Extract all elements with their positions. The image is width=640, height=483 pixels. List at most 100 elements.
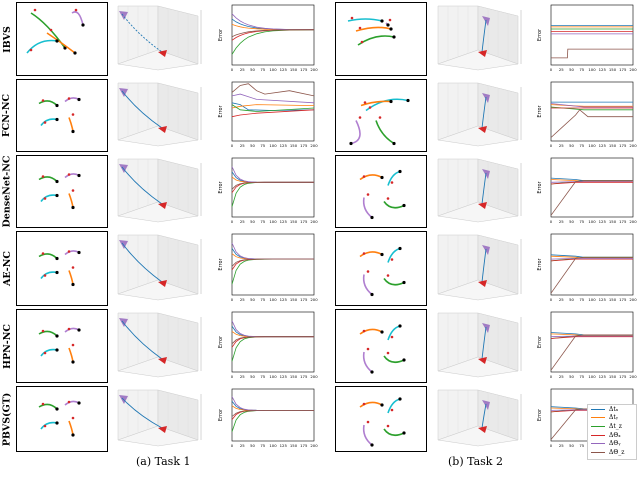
x-tick-label: 125: [280, 374, 288, 379]
x-tick-label: 175: [300, 219, 308, 224]
plot-frame: [231, 388, 315, 442]
trajectory-end-point: [71, 205, 75, 210]
x-tick-label: 50: [250, 443, 255, 448]
x-tick-label: 50: [569, 67, 574, 72]
trajectory-path: [387, 398, 401, 414]
trajectory-path: [359, 174, 383, 181]
x-tick-label: 25: [559, 297, 564, 302]
x-tick-label: 50: [569, 374, 574, 379]
trajectory-end-point: [55, 256, 59, 261]
x-tick-label: 100: [269, 219, 277, 224]
trajectory-plot: [359, 169, 406, 220]
goal-camera-icon: [158, 357, 167, 364]
goal-camera-icon: [478, 426, 487, 433]
plot-frame: [231, 311, 315, 373]
x-tick-label: 175: [300, 67, 308, 72]
trajectory-path: [383, 201, 405, 209]
x-tick-label: 100: [269, 443, 277, 448]
legend-item-rx: ΔΘₓ: [591, 431, 636, 440]
x-tick-label: 75: [579, 297, 584, 302]
x-tick-label: 75: [579, 443, 584, 448]
trajectory-end-point: [71, 360, 75, 364]
trajectory-path: [40, 421, 58, 430]
trajectory-end-point: [398, 246, 402, 251]
image-trajectory-panel: [335, 79, 427, 152]
trajectory-path: [26, 39, 58, 54]
trajectory-path: [38, 100, 58, 107]
trajectory-path: [64, 97, 80, 103]
x-tick-label: 50: [250, 219, 255, 224]
target-point: [41, 99, 45, 102]
trajectory-end-point: [77, 328, 81, 332]
x-tick-label: 50: [250, 297, 255, 302]
row-label-2: DenseNet-NC: [0, 155, 14, 228]
x-tick-label: 150: [609, 67, 617, 72]
x-tick-label: 125: [280, 443, 288, 448]
target-point: [386, 274, 390, 277]
target-point: [71, 189, 75, 192]
camera-path: [121, 397, 163, 429]
goal-camera-icon: [158, 50, 167, 57]
target-point: [74, 8, 78, 12]
x-tick-label: 200: [629, 374, 637, 379]
x-tick-label: 0: [550, 67, 553, 72]
trajectory-end-point: [77, 250, 81, 255]
camera-path: [121, 242, 163, 283]
trajectory-end-point: [349, 141, 353, 146]
x-tick-label: 25: [559, 443, 564, 448]
x-tick-label: 50: [250, 67, 255, 72]
goal-camera-icon: [478, 357, 487, 364]
trajectory-end-point: [370, 370, 374, 374]
x-tick-label: 125: [599, 297, 607, 302]
x-tick-label: 25: [240, 67, 245, 72]
image-trajectory-panel: [335, 309, 427, 383]
x-tick-label: 175: [300, 443, 308, 448]
x-tick-label: 50: [569, 297, 574, 302]
camera-3d-trajectory-plot: [437, 82, 522, 147]
trajectory-end-point: [55, 334, 59, 338]
trajectory-path: [38, 330, 58, 337]
target-point: [41, 402, 45, 406]
legend-item-ty: Δtᵧ: [591, 414, 636, 423]
target-point: [67, 400, 71, 404]
trajectory-end-point: [386, 23, 390, 27]
target-point: [362, 402, 366, 406]
trajectory-end-point: [55, 348, 59, 352]
x-tick-label: 0: [550, 443, 553, 448]
x-tick-label: 125: [280, 67, 288, 72]
trajectory-end-point: [77, 173, 81, 178]
trajectory-end-point: [370, 443, 374, 447]
x-tick-label: 25: [240, 443, 245, 448]
trajectory-path: [64, 327, 80, 333]
trajectory-path: [362, 351, 373, 373]
image-trajectory-panel: [16, 231, 108, 306]
camera-path: [481, 403, 487, 429]
trajectory-plot: [38, 97, 81, 134]
trajectory-path: [347, 18, 383, 22]
goal-camera-icon: [478, 126, 487, 133]
goal-camera-icon: [158, 202, 167, 209]
trajectory-end-point: [402, 203, 406, 208]
x-tick-label: 25: [240, 219, 245, 224]
y-axis-label: Error: [218, 104, 224, 117]
trajectory-path: [40, 118, 58, 127]
y-axis-label: Error: [218, 28, 224, 41]
camera-3d-trajectory-plot: [437, 312, 522, 378]
x-tick-label: 150: [290, 67, 298, 72]
x-tick-label: 75: [260, 143, 265, 148]
target-point: [358, 26, 362, 30]
camera-path: [481, 248, 487, 283]
target-point: [362, 175, 366, 178]
trajectory-end-point: [380, 403, 384, 407]
row-label-5: PBVS(GT): [0, 386, 14, 452]
error-curve: [231, 83, 315, 97]
target-point: [71, 266, 75, 269]
trajectory-path: [68, 117, 74, 132]
x-tick-label: 125: [280, 219, 288, 224]
error-curve: [550, 258, 633, 262]
x-tick-label: 175: [300, 374, 308, 379]
camera-3d-trajectory-plot: [117, 82, 202, 147]
